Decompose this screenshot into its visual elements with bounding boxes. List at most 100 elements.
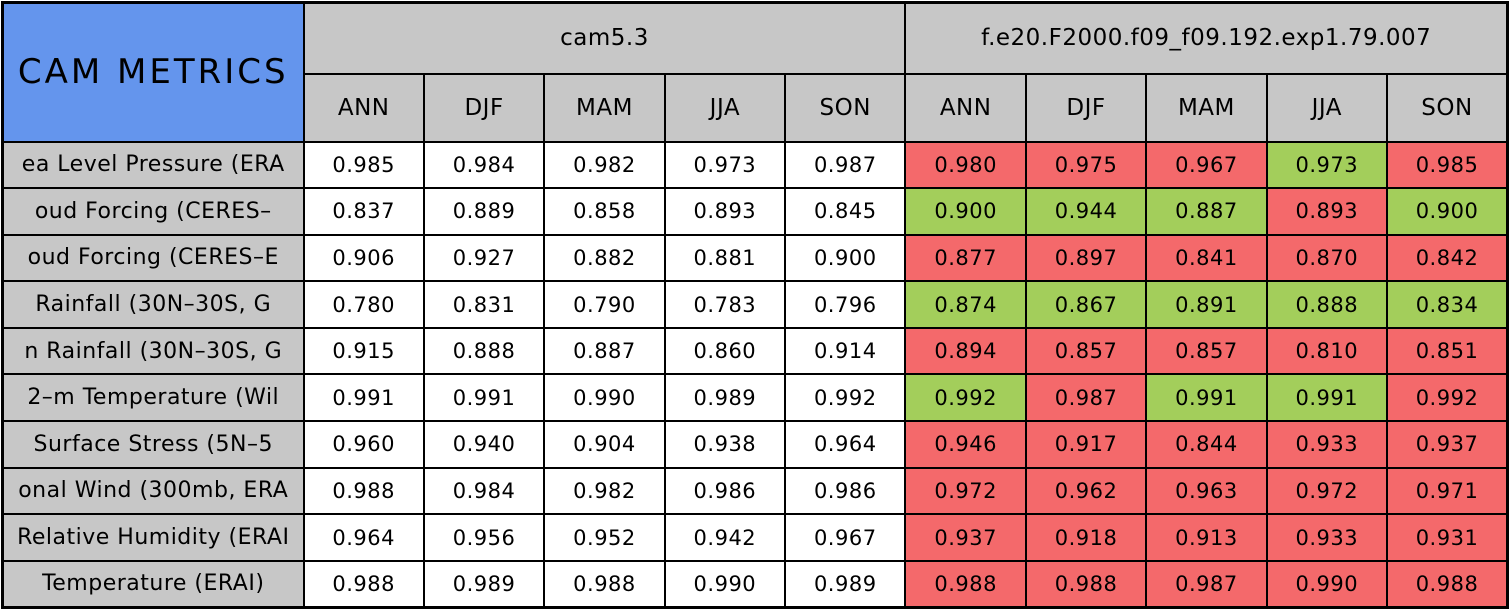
experiment-value-cell: 0.987 (1024, 373, 1148, 423)
cam53-value-cell: 0.888 (422, 326, 546, 376)
experiment-value-cell: 0.844 (1145, 420, 1268, 469)
experiment-value-cell: 0.900 (904, 187, 1027, 236)
cam53-value-cell: 0.992 (784, 373, 907, 423)
experiment-value-cell: 0.985 (1386, 140, 1509, 190)
experiment-value-cell: 0.991 (1265, 373, 1389, 423)
season-header-exp-jja: JJA (1265, 72, 1389, 143)
experiment-value-cell: 0.834 (1386, 280, 1509, 329)
season-header-cam53-djf: DJF (422, 72, 546, 143)
table-row: ea Level Pressure (ERA 0.985 0.984 0.982 0.9… (1, 140, 1509, 190)
row-label: Relative Humidity (ERAI (1, 513, 305, 562)
cam53-value-cell: 0.967 (784, 513, 907, 562)
experiment-value-cell: 0.894 (904, 326, 1027, 376)
row-label: Temperature (ERAI) (1, 559, 305, 609)
season-header-exp-mam: MAM (1145, 72, 1268, 143)
cam53-value-cell: 0.988 (302, 466, 425, 516)
cam53-value-cell: 0.991 (422, 373, 546, 423)
column-group-cam53: cam5.3 (302, 1, 907, 75)
cam53-value-cell: 0.964 (784, 420, 907, 469)
experiment-value-cell: 0.842 (1386, 233, 1509, 283)
season-header-exp-ann: ANN (904, 72, 1027, 143)
cam53-value-cell: 0.989 (422, 559, 546, 609)
season-header-cam53-ann: ANN (302, 72, 425, 143)
season-header-cam53-son: SON (784, 72, 907, 143)
season-header-row: ANN DJF MAM JJA SON ANN DJF MAM JJA SON (3, 72, 1509, 143)
experiment-value-cell: 0.988 (1024, 559, 1148, 609)
experiment-value-cell: 0.877 (904, 233, 1027, 283)
experiment-value-cell: 0.967 (1145, 140, 1268, 190)
cam53-value-cell: 0.900 (784, 233, 907, 283)
table-row: Temperature (ERAI) 0.988 0.989 0.988 0.990 0.… (1, 559, 1509, 609)
cam53-value-cell: 0.984 (422, 466, 546, 516)
table-row: onal Wind (300mb, ERA 0.988 0.984 0.982 0.98… (1, 466, 1509, 516)
cam53-value-cell: 0.796 (784, 280, 907, 329)
cam53-value-cell: 0.783 (663, 280, 787, 329)
experiment-value-cell: 0.918 (1024, 513, 1148, 562)
experiment-value-cell: 0.810 (1265, 326, 1389, 376)
cam53-value-cell: 0.982 (543, 140, 666, 190)
cam53-value-cell: 0.956 (422, 513, 546, 562)
cam53-value-cell: 0.942 (663, 513, 787, 562)
cam53-value-cell: 0.964 (302, 513, 425, 562)
table-row: oud Forcing (CERES– 0.837 0.889 0.858 0.893 0… (1, 187, 1509, 236)
experiment-value-cell: 0.937 (1386, 420, 1509, 469)
experiment-value-cell: 0.972 (904, 466, 1027, 516)
row-label: ea Level Pressure (ERA (1, 140, 305, 190)
row-label: Surface Stress (5N–5 (1, 420, 305, 469)
cam53-value-cell: 0.986 (784, 466, 907, 516)
cam53-value-cell: 0.893 (663, 187, 787, 236)
experiment-value-cell: 0.888 (1265, 280, 1389, 329)
experiment-value-cell: 0.992 (1386, 373, 1509, 423)
experiment-value-cell: 0.933 (1265, 513, 1389, 562)
group-header-row: CAM METRICS cam5.3 f.e20.F2000.f09_f09.1… (1, 1, 1509, 143)
cam53-value-cell: 0.986 (663, 466, 787, 516)
cam53-value-cell: 0.989 (663, 373, 787, 423)
experiment-value-cell: 0.988 (904, 559, 1027, 609)
cam53-value-cell: 0.780 (302, 280, 425, 329)
cam53-value-cell: 0.985 (302, 140, 425, 190)
experiment-value-cell: 0.841 (1145, 233, 1268, 283)
experiment-value-cell: 0.913 (1145, 513, 1268, 562)
experiment-value-cell: 0.933 (1265, 420, 1389, 469)
experiment-value-cell: 0.971 (1386, 466, 1509, 516)
cam53-value-cell: 0.882 (543, 233, 666, 283)
cam53-value-cell: 0.940 (422, 420, 546, 469)
experiment-value-cell: 0.975 (1024, 140, 1148, 190)
cam53-value-cell: 0.831 (422, 280, 546, 329)
cam53-value-cell: 0.837 (302, 187, 425, 236)
cam53-value-cell: 0.887 (543, 326, 666, 376)
cam53-value-cell: 0.988 (302, 559, 425, 609)
cam53-value-cell: 0.991 (302, 373, 425, 423)
season-header-exp-son: SON (1386, 72, 1509, 143)
row-label: oud Forcing (CERES–E (1, 233, 305, 283)
experiment-value-cell: 0.874 (904, 280, 1027, 329)
row-label: oud Forcing (CERES– (1, 187, 305, 236)
season-header-cam53-mam: MAM (543, 72, 666, 143)
experiment-value-cell: 0.893 (1265, 187, 1389, 236)
cam53-value-cell: 0.790 (543, 280, 666, 329)
table-row: Rainfall (30N–30S, G 0.780 0.831 0.790 0.783… (1, 280, 1509, 329)
table-row: n Rainfall (30N–30S, G 0.915 0.888 0.887 0.8… (1, 326, 1509, 376)
experiment-value-cell: 0.972 (1265, 466, 1389, 516)
row-label: Rainfall (30N–30S, G (1, 280, 305, 329)
experiment-value-cell: 0.937 (904, 513, 1027, 562)
cam53-value-cell: 0.990 (543, 373, 666, 423)
experiment-value-cell: 0.851 (1386, 326, 1509, 376)
cam53-value-cell: 0.988 (543, 559, 666, 609)
season-header-exp-djf: DJF (1024, 72, 1148, 143)
cam53-value-cell: 0.906 (302, 233, 425, 283)
table-row: Relative Humidity (ERAI 0.964 0.956 0.952 0.… (1, 513, 1509, 562)
experiment-value-cell: 0.887 (1145, 187, 1268, 236)
cam53-value-cell: 0.858 (543, 187, 666, 236)
column-group-experiment: f.e20.F2000.f09_f09.192.exp1.79.007 (904, 1, 1509, 75)
experiment-value-cell: 0.980 (904, 140, 1027, 190)
cam53-value-cell: 0.914 (784, 326, 907, 376)
cam53-value-cell: 0.938 (663, 420, 787, 469)
experiment-value-cell: 0.987 (1145, 559, 1268, 609)
table-row: Surface Stress (5N–5 0.960 0.940 0.904 0.938… (1, 420, 1509, 469)
cam53-value-cell: 0.973 (663, 140, 787, 190)
experiment-value-cell: 0.857 (1024, 326, 1148, 376)
experiment-value-cell: 0.917 (1024, 420, 1148, 469)
